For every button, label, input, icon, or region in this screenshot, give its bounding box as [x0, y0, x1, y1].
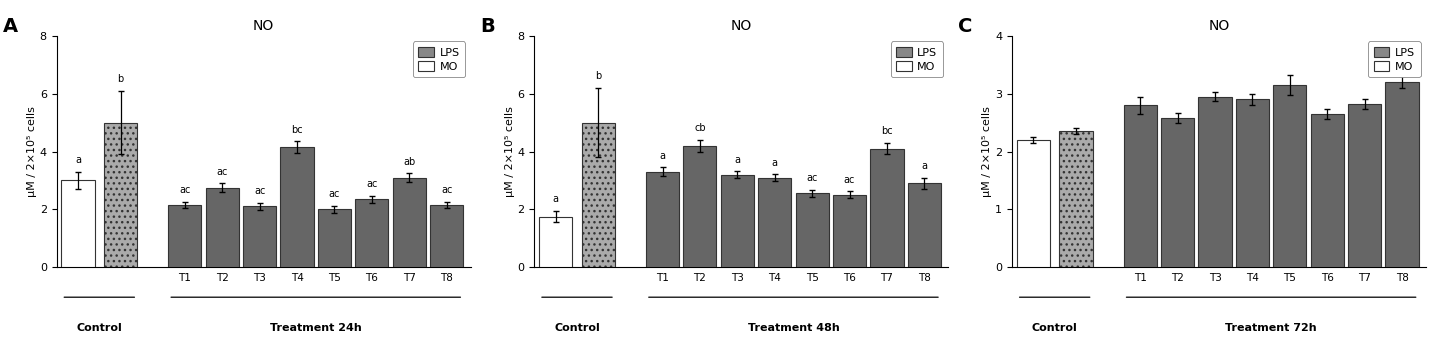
- Bar: [832, 195, 865, 267]
- Text: bc: bc: [291, 125, 302, 135]
- Text: a: a: [660, 151, 665, 161]
- Bar: [1348, 104, 1381, 267]
- Text: ab: ab: [403, 157, 415, 167]
- Text: a: a: [553, 194, 559, 204]
- Bar: [356, 199, 389, 267]
- Text: ac: ac: [366, 179, 377, 189]
- Text: Treatment 48h: Treatment 48h: [747, 323, 840, 333]
- Bar: [539, 217, 572, 267]
- Title: NO: NO: [253, 19, 274, 33]
- Text: a: a: [922, 161, 927, 171]
- Text: Treatment 72h: Treatment 72h: [1225, 323, 1318, 333]
- Bar: [1060, 131, 1093, 267]
- Bar: [907, 183, 940, 267]
- Text: a: a: [772, 157, 778, 167]
- Text: b: b: [595, 71, 602, 81]
- Text: bc: bc: [881, 126, 893, 136]
- Bar: [1161, 118, 1194, 267]
- Bar: [393, 177, 426, 267]
- Bar: [1310, 114, 1344, 267]
- Y-axis label: μM / 2×10⁵ cells: μM / 2×10⁵ cells: [27, 106, 37, 197]
- Bar: [62, 180, 95, 267]
- Text: b: b: [118, 74, 124, 84]
- Text: ac: ac: [844, 175, 855, 185]
- Bar: [206, 188, 239, 267]
- Bar: [759, 177, 792, 267]
- Text: Control: Control: [1032, 323, 1077, 333]
- Bar: [721, 175, 755, 267]
- Legend: LPS, MO: LPS, MO: [1368, 41, 1420, 77]
- Text: ac: ac: [253, 186, 265, 196]
- Text: C: C: [958, 17, 972, 36]
- Bar: [870, 149, 903, 267]
- Text: ac: ac: [179, 185, 190, 195]
- Bar: [1385, 82, 1418, 267]
- Bar: [1273, 85, 1306, 267]
- Text: a: a: [734, 155, 740, 165]
- Text: Treatment 24h: Treatment 24h: [269, 323, 361, 333]
- Bar: [1198, 97, 1231, 267]
- Bar: [795, 193, 828, 267]
- Legend: LPS, MO: LPS, MO: [890, 41, 943, 77]
- Bar: [1123, 105, 1156, 267]
- Bar: [647, 172, 680, 267]
- Title: NO: NO: [730, 19, 752, 33]
- Bar: [582, 122, 615, 267]
- Text: Control: Control: [76, 323, 122, 333]
- Bar: [431, 205, 464, 267]
- Bar: [104, 122, 137, 267]
- Bar: [1236, 100, 1269, 267]
- Text: cb: cb: [694, 124, 706, 134]
- Text: ac: ac: [328, 189, 340, 199]
- Bar: [281, 147, 314, 267]
- Y-axis label: μM / 2×10⁵ cells: μM / 2×10⁵ cells: [504, 106, 514, 197]
- Bar: [243, 206, 276, 267]
- Text: B: B: [481, 17, 495, 36]
- Legend: LPS, MO: LPS, MO: [413, 41, 465, 77]
- Bar: [168, 205, 202, 267]
- Bar: [684, 146, 717, 267]
- Bar: [318, 209, 351, 267]
- Text: a: a: [75, 155, 81, 165]
- Text: ac: ac: [441, 185, 452, 195]
- Text: ac: ac: [216, 167, 228, 177]
- Y-axis label: μM / 2×10⁵ cells: μM / 2×10⁵ cells: [982, 106, 992, 197]
- Text: A: A: [3, 17, 17, 36]
- Title: NO: NO: [1208, 19, 1230, 33]
- Text: ac: ac: [806, 174, 818, 183]
- Bar: [1017, 140, 1050, 267]
- Text: Control: Control: [554, 323, 600, 333]
